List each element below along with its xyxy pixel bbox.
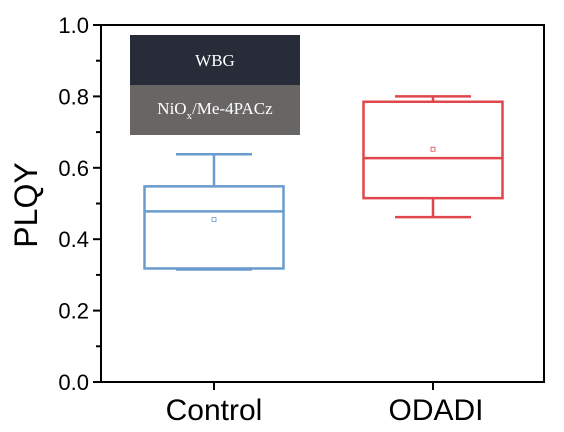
- mean-marker-odadi: [430, 146, 436, 152]
- inset-bottom-label: NiOx/Me-4PACz: [157, 99, 273, 122]
- y-tick-label: 0.6: [58, 156, 89, 181]
- y-tick-label: 0.4: [58, 227, 89, 252]
- inset-top-swatch: [130, 35, 300, 85]
- y-tick-label: 0.0: [58, 370, 89, 395]
- inset-top-label: WBG: [195, 51, 235, 70]
- y-tick-label: 0.2: [58, 299, 89, 324]
- x-category-label-odadi: ODADI: [388, 394, 483, 427]
- y-axis-ticks: 0.0 0.2 0.4 0.6 0.8 1.0: [58, 13, 434, 395]
- y-tick-label: 1.0: [58, 13, 89, 38]
- box-control: [143, 185, 285, 270]
- inset-legend: WBG NiOx/Me-4PACz: [130, 35, 300, 135]
- x-category-label-control: Control: [166, 394, 263, 427]
- y-axis-title: PLQY: [8, 162, 44, 247]
- inset-bottom-swatch: [130, 85, 300, 135]
- box-odadi: [362, 100, 504, 200]
- mean-marker-control: [211, 217, 217, 222]
- box-plots: [143, 95, 504, 271]
- y-tick-label: 0.8: [58, 84, 89, 109]
